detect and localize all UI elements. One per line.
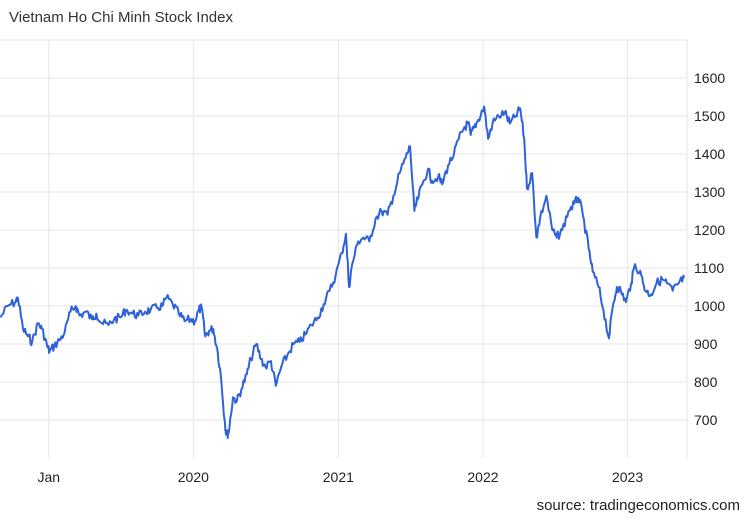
x-tick-label: 2021 [323,469,354,485]
series-line-0 [0,105,686,439]
x-axis: Jan 2020 2021 2022 2023 [37,469,643,485]
y-axis: 700 800 900 1000 1100 1200 1300 1400 1500 1600 [694,70,725,428]
y-tick-label: 1000 [694,298,725,314]
source-attribution: source: tradingeconomics.com [536,497,740,514]
y-tick-label: 800 [694,374,718,390]
chart-title: Vietnam Ho Chi Minh Stock Index [9,9,233,26]
y-tick-label: 1100 [694,260,724,276]
x-tick-label: Jan [37,469,60,485]
y-tick-label: 700 [694,412,718,428]
gridlines [0,39,688,458]
x-tick-label: 2023 [612,469,643,485]
y-tick-label: 900 [694,336,718,352]
series-layer [0,105,686,439]
y-tick-label: 1400 [694,146,725,162]
x-tick-label: 2022 [467,469,498,485]
y-tick-label: 1300 [694,184,725,200]
y-tick-label: 1600 [694,70,725,86]
y-tick-label: 1500 [694,108,725,124]
y-tick-label: 1200 [694,222,725,238]
x-tick-label: 2020 [178,469,209,485]
